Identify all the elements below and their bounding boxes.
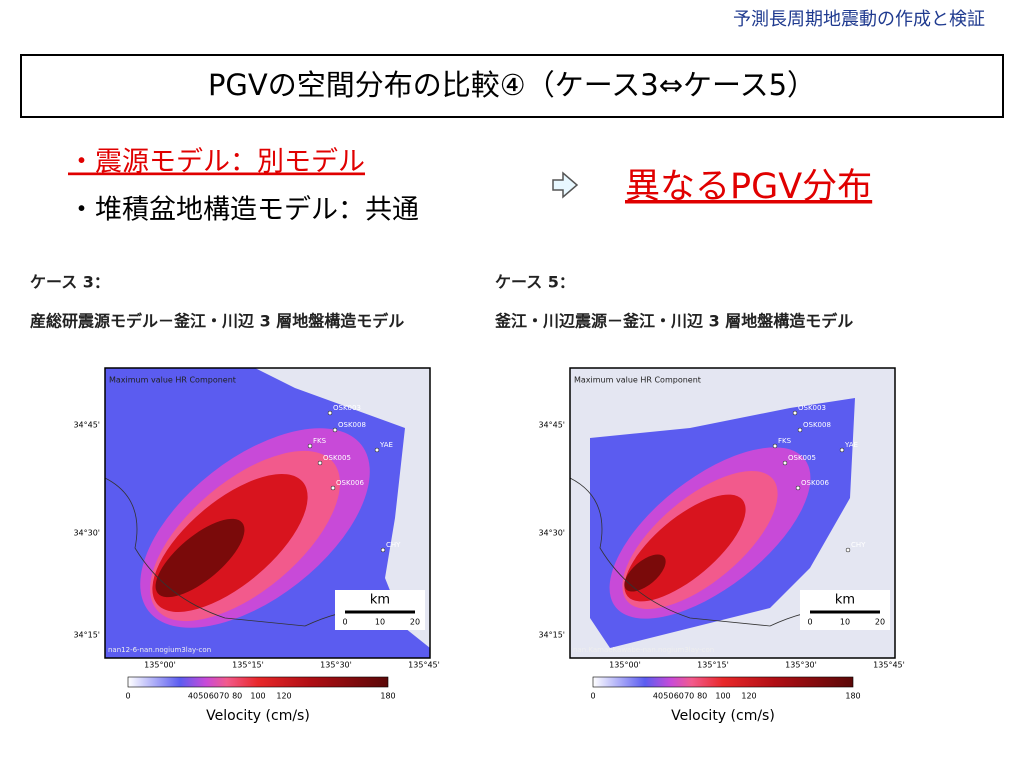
station-marker — [795, 485, 801, 491]
lon-label: 135°30' — [785, 661, 817, 670]
colorbar-tick: 120 — [276, 692, 291, 701]
header-subtitle: 予測長周期地震動の作成と検証 — [733, 9, 985, 30]
model-label: 産総研震源モデル－釜江・川辺 3 層地盤構造モデル — [30, 312, 404, 331]
scale-bg — [335, 590, 425, 630]
colorbar-tick: 50 — [198, 692, 208, 701]
conclusion: 異なるPGV分布 — [625, 167, 872, 207]
lat-label: 34°15' — [73, 631, 100, 640]
station-label: FKS — [778, 437, 792, 445]
lon-label: 135°45' — [873, 661, 905, 670]
station-marker — [330, 485, 336, 491]
panel: ケース 5： 釜江・川辺震源－釜江・川辺 3 層地盤構造モデル Maximum va… — [494, 273, 905, 725]
colorbar-tick: 50 — [663, 692, 673, 701]
scale-bg — [800, 590, 890, 630]
station-marker — [332, 427, 338, 433]
case-label: ケース 3： — [30, 273, 110, 292]
station-label: OSK008 — [803, 421, 831, 429]
station-marker — [845, 547, 851, 553]
map-filename: nan.KamaeKawabe-nan.nogium3lay-con — [573, 646, 714, 654]
color-bar — [127, 676, 389, 688]
lat-label: 34°30' — [73, 529, 100, 538]
case-label: ケース 5： — [495, 273, 575, 292]
pgv-region-peak — [155, 518, 245, 598]
lat-label: 34°15' — [538, 631, 565, 640]
bullet: ・堆積盆地構造モデル：共通 — [68, 195, 419, 226]
panel: ケース 3： 産総研震源モデル－釜江・川辺 3 層地盤構造モデル Maximum v… — [30, 273, 440, 725]
station-marker — [797, 427, 803, 433]
station-label: YAE — [844, 441, 858, 449]
map-caption: Maximum value HR Component — [574, 376, 701, 385]
station-marker — [792, 410, 798, 416]
station-label: OSK006 — [801, 479, 829, 487]
scale-tick: 20 — [875, 618, 885, 627]
title-box — [20, 54, 1004, 118]
colorbar-tick: 70 — [684, 692, 694, 701]
lon-label: 135°15' — [232, 661, 264, 670]
station-label: CHY — [386, 541, 401, 549]
lon-label: 135°15' — [697, 661, 729, 670]
station-marker — [839, 447, 845, 453]
station-marker — [307, 443, 313, 449]
colorbar-tick: 70 — [219, 692, 229, 701]
colorbar-tick: 120 — [741, 692, 756, 701]
scale-tick: 10 — [375, 618, 385, 627]
station-marker — [317, 460, 323, 466]
station-marker — [380, 547, 386, 553]
scale-tick: 0 — [342, 618, 347, 627]
lon-label: 135°00' — [609, 661, 641, 670]
colorbar-tick: 60 — [209, 692, 219, 701]
map: Maximum value HR Component OSK003 OSK008 FK… — [104, 367, 431, 659]
arrow-icon — [552, 171, 579, 199]
lon-label: 135°45' — [408, 661, 440, 670]
scale-unit: km — [370, 593, 390, 608]
slide-title: PGVの空間分布の比較④（ケース3⇔ケース5） — [208, 68, 816, 102]
colorbar-tick: 40 — [188, 692, 198, 701]
lon-label: 135°00' — [144, 661, 176, 670]
lat-label: 34°45' — [73, 421, 100, 430]
map-filename: nan12-6-nan.nogium3lay-con — [108, 646, 211, 654]
station-marker — [782, 460, 788, 466]
station-label: OSK003 — [333, 404, 361, 412]
pgv-region-peak — [624, 554, 666, 592]
scale-unit: km — [835, 593, 855, 608]
station-label: YAE — [379, 441, 393, 449]
colorbar-tick: 180 — [380, 692, 395, 701]
station-marker — [327, 410, 333, 416]
scale-tick: 20 — [410, 618, 420, 627]
colorbar-tick: 100 — [250, 692, 265, 701]
colorbar-tick: 80 — [232, 692, 242, 701]
station-label: OSK003 — [798, 404, 826, 412]
color-bar — [592, 676, 854, 688]
station-marker — [772, 443, 778, 449]
station-label: CHY — [851, 541, 866, 549]
lon-label: 135°30' — [320, 661, 352, 670]
scale-tick: 10 — [840, 618, 850, 627]
model-label: 釜江・川辺震源－釜江・川辺 3 層地盤構造モデル — [494, 312, 853, 331]
colorbar-tick: 80 — [697, 692, 707, 701]
station-label: OSK008 — [338, 421, 366, 429]
scale-tick: 0 — [807, 618, 812, 627]
colorbar-label: Velocity (cm/s) — [671, 708, 775, 724]
lat-label: 34°30' — [538, 529, 565, 538]
station-marker — [374, 447, 380, 453]
bullet: ・震源モデル：別モデル — [68, 147, 365, 178]
station-label: OSK005 — [323, 454, 351, 462]
colorbar-tick: 180 — [845, 692, 860, 701]
lat-label: 34°45' — [538, 421, 565, 430]
map-caption: Maximum value HR Component — [109, 376, 236, 385]
map-border — [104, 367, 431, 659]
colorbar-tick: 0 — [125, 692, 130, 701]
colorbar-tick: 100 — [715, 692, 730, 701]
station-label: OSK006 — [336, 479, 364, 487]
station-label: OSK005 — [788, 454, 816, 462]
colorbar-label: Velocity (cm/s) — [206, 708, 310, 724]
map: Maximum value HR Component OSK003 OSK008 FK… — [569, 367, 896, 659]
station-label: FKS — [313, 437, 327, 445]
colorbar-tick: 60 — [674, 692, 684, 701]
colorbar-tick: 0 — [590, 692, 595, 701]
colorbar-tick: 40 — [653, 692, 663, 701]
map-border — [569, 367, 896, 659]
